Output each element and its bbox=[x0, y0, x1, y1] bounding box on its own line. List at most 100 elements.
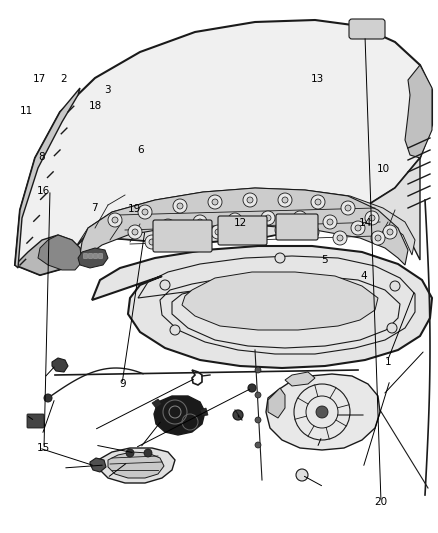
FancyBboxPatch shape bbox=[276, 214, 318, 240]
Circle shape bbox=[351, 221, 365, 235]
Polygon shape bbox=[268, 388, 285, 418]
Polygon shape bbox=[108, 452, 164, 478]
Circle shape bbox=[387, 229, 393, 235]
Circle shape bbox=[282, 197, 288, 203]
FancyBboxPatch shape bbox=[323, 403, 339, 429]
Polygon shape bbox=[52, 358, 68, 372]
Polygon shape bbox=[38, 235, 82, 270]
FancyBboxPatch shape bbox=[349, 19, 385, 39]
Text: 2: 2 bbox=[60, 74, 67, 84]
Circle shape bbox=[305, 225, 319, 239]
Polygon shape bbox=[152, 399, 162, 408]
Circle shape bbox=[255, 367, 261, 373]
Polygon shape bbox=[92, 246, 432, 368]
Circle shape bbox=[311, 195, 325, 209]
Polygon shape bbox=[200, 408, 208, 416]
Circle shape bbox=[161, 219, 175, 233]
Circle shape bbox=[208, 195, 222, 209]
Text: 3: 3 bbox=[104, 85, 111, 94]
Circle shape bbox=[197, 219, 203, 225]
Circle shape bbox=[337, 235, 343, 241]
Circle shape bbox=[44, 394, 52, 402]
Circle shape bbox=[247, 197, 253, 203]
Circle shape bbox=[255, 417, 261, 423]
Circle shape bbox=[228, 213, 242, 227]
Circle shape bbox=[309, 229, 315, 235]
Text: 11: 11 bbox=[20, 106, 33, 116]
Circle shape bbox=[261, 211, 275, 225]
Text: 20: 20 bbox=[374, 497, 388, 507]
Circle shape bbox=[341, 201, 355, 215]
Text: 16: 16 bbox=[37, 186, 50, 196]
FancyBboxPatch shape bbox=[88, 254, 92, 259]
Polygon shape bbox=[15, 235, 82, 275]
FancyBboxPatch shape bbox=[99, 254, 102, 259]
Polygon shape bbox=[405, 65, 432, 158]
Circle shape bbox=[375, 235, 381, 241]
Text: 9: 9 bbox=[119, 379, 126, 389]
Circle shape bbox=[327, 219, 333, 225]
Circle shape bbox=[138, 205, 152, 219]
Text: 15: 15 bbox=[37, 443, 50, 453]
Circle shape bbox=[279, 227, 285, 233]
Polygon shape bbox=[266, 374, 380, 450]
Polygon shape bbox=[15, 88, 80, 268]
Circle shape bbox=[149, 239, 155, 245]
Polygon shape bbox=[182, 272, 378, 330]
Text: 19: 19 bbox=[128, 204, 141, 214]
Circle shape bbox=[243, 193, 257, 207]
FancyBboxPatch shape bbox=[84, 254, 88, 259]
Polygon shape bbox=[285, 372, 315, 386]
FancyBboxPatch shape bbox=[218, 216, 267, 245]
Text: 10: 10 bbox=[377, 165, 390, 174]
Circle shape bbox=[211, 225, 225, 239]
Circle shape bbox=[265, 215, 271, 221]
Polygon shape bbox=[78, 248, 108, 268]
Circle shape bbox=[243, 223, 257, 237]
Text: 14: 14 bbox=[359, 218, 372, 228]
Circle shape bbox=[247, 227, 253, 233]
Circle shape bbox=[145, 235, 159, 249]
Circle shape bbox=[248, 384, 256, 392]
Polygon shape bbox=[65, 158, 420, 268]
Polygon shape bbox=[98, 448, 175, 483]
Circle shape bbox=[390, 281, 400, 291]
Circle shape bbox=[383, 225, 397, 239]
Circle shape bbox=[371, 231, 385, 245]
Circle shape bbox=[333, 231, 347, 245]
Text: 8: 8 bbox=[38, 152, 45, 162]
FancyBboxPatch shape bbox=[153, 220, 212, 252]
Circle shape bbox=[293, 211, 307, 225]
Circle shape bbox=[193, 215, 207, 229]
Circle shape bbox=[128, 225, 142, 239]
Circle shape bbox=[345, 205, 351, 211]
FancyBboxPatch shape bbox=[27, 414, 44, 428]
Polygon shape bbox=[154, 396, 205, 435]
Circle shape bbox=[369, 215, 375, 221]
Circle shape bbox=[177, 203, 183, 209]
Text: 6: 6 bbox=[137, 146, 144, 155]
Circle shape bbox=[165, 223, 171, 229]
Circle shape bbox=[170, 325, 180, 335]
Circle shape bbox=[182, 233, 188, 239]
Circle shape bbox=[112, 217, 118, 223]
Text: 5: 5 bbox=[321, 255, 328, 264]
Text: 12: 12 bbox=[233, 218, 247, 228]
Polygon shape bbox=[75, 188, 415, 255]
FancyBboxPatch shape bbox=[93, 254, 98, 259]
Circle shape bbox=[323, 215, 337, 229]
Text: 17: 17 bbox=[33, 74, 46, 84]
Circle shape bbox=[278, 193, 292, 207]
Circle shape bbox=[316, 406, 328, 418]
Circle shape bbox=[212, 199, 218, 205]
Circle shape bbox=[275, 253, 285, 263]
Circle shape bbox=[173, 199, 187, 213]
Circle shape bbox=[255, 392, 261, 398]
Circle shape bbox=[365, 211, 379, 225]
Circle shape bbox=[215, 229, 221, 235]
Polygon shape bbox=[90, 458, 106, 472]
Circle shape bbox=[108, 213, 122, 227]
Circle shape bbox=[275, 223, 289, 237]
Polygon shape bbox=[15, 20, 432, 275]
Circle shape bbox=[297, 215, 303, 221]
